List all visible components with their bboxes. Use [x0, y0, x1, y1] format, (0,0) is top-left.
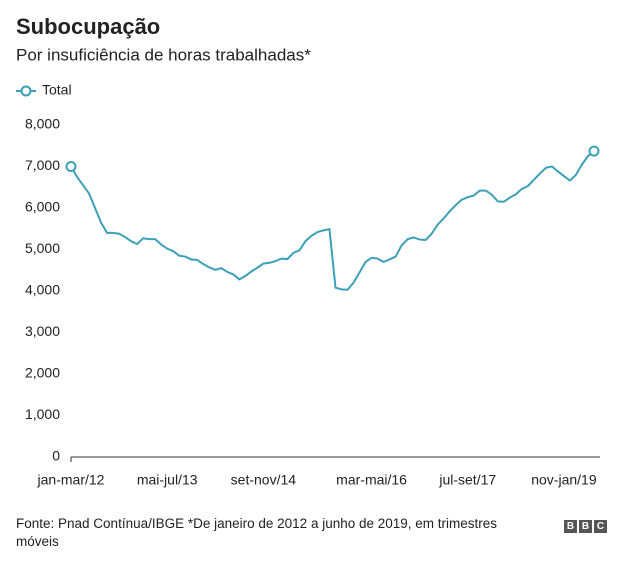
x-tick-label: set-nov/14	[231, 472, 297, 488]
x-tick-label: nov-jan/19	[531, 472, 597, 488]
logo-letter: C	[594, 520, 607, 533]
x-tick-label: mar-mai/16	[336, 472, 407, 488]
end-marker	[65, 161, 77, 172]
legend-marker	[20, 85, 32, 97]
y-tick-label: 0	[52, 448, 60, 464]
footer: Fonte: Pnad Contínua/IBGE *De janeiro de…	[16, 516, 498, 549]
y-tick-label: 4,000	[25, 282, 60, 298]
y-tick-label: 5,000	[25, 240, 60, 256]
legend-label: Total	[42, 82, 72, 98]
logo-letter: B	[564, 520, 577, 533]
chart-title: Subocupação	[16, 14, 160, 39]
y-tick-label: 8,000	[25, 116, 60, 132]
x-tick-label: mai-jul/13	[137, 472, 198, 488]
y-tick-label: 1,000	[25, 406, 60, 422]
chart: Subocupação Por insuficiência de horas t…	[16, 14, 600, 488]
y-tick-label: 7,000	[25, 157, 60, 173]
y-tick-label: 6,000	[25, 199, 60, 215]
y-tick-label: 3,000	[25, 323, 60, 339]
end-marker	[588, 145, 600, 157]
x-tick-label: jul-set/17	[438, 472, 496, 488]
chart-subtitle: Por insuficiência de horas trabalhadas*	[16, 45, 311, 64]
y-tick-label: 2,000	[25, 365, 60, 381]
logo-letter: B	[579, 520, 592, 533]
x-tick-label: jan-mar/12	[37, 472, 105, 488]
line	[70, 150, 595, 291]
